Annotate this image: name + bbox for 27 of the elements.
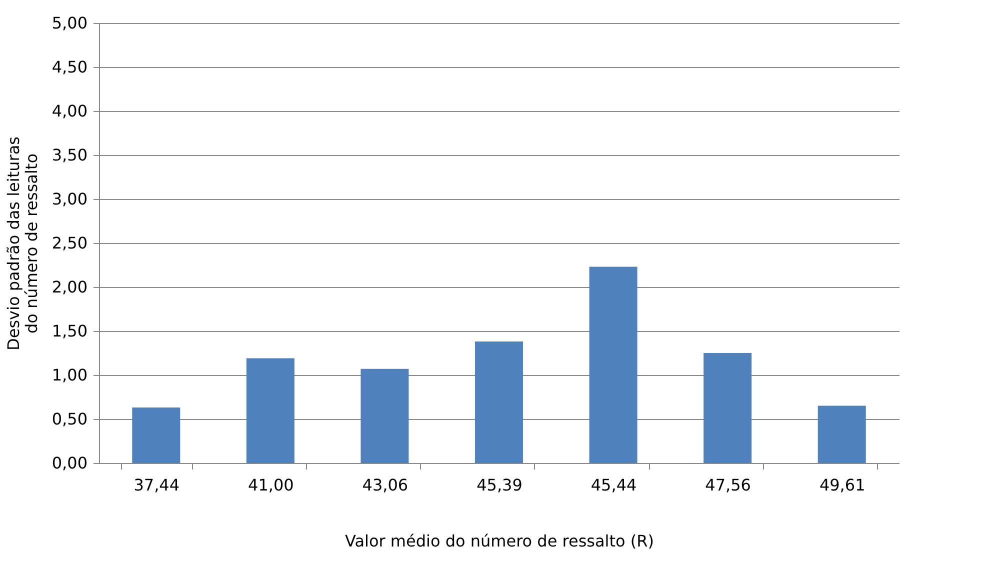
y-tick-label: 0,50 [52, 410, 88, 428]
y-tick-label: 4,50 [52, 58, 88, 76]
x-tick-label: 49,61 [819, 476, 866, 494]
bar [589, 266, 638, 463]
bar [360, 368, 409, 463]
x-tick-label: 41,00 [248, 476, 294, 494]
bar [246, 358, 294, 463]
x-tick-label: 47,56 [705, 476, 751, 494]
x-tick-label: 43,06 [362, 476, 408, 494]
bar [818, 406, 866, 463]
y-axis-title: Desvio padrão das leituras do número de ressalto [4, 136, 41, 350]
x-tick-label: 45,44 [590, 476, 637, 494]
bar [704, 353, 752, 463]
x-axis-title: Valor médio do número de ressalto (R) [345, 532, 654, 550]
y-tick-label: 3,00 [52, 190, 88, 208]
y-tick-label: 5,00 [52, 14, 88, 32]
x-tick-label: 37,44 [134, 476, 180, 494]
y-tick-label: 3,50 [52, 146, 88, 164]
y-tick-label: 0,00 [52, 454, 88, 472]
bar [132, 408, 180, 463]
bar [475, 342, 523, 463]
y-tick-label: 2,00 [52, 278, 88, 296]
y-tick-label: 1,50 [52, 322, 88, 340]
y-tick-label: 2,50 [52, 234, 88, 252]
y-tick-label: 4,00 [52, 102, 88, 120]
x-tick-label: 45,39 [476, 476, 522, 494]
y-tick-label: 1,00 [52, 366, 88, 384]
